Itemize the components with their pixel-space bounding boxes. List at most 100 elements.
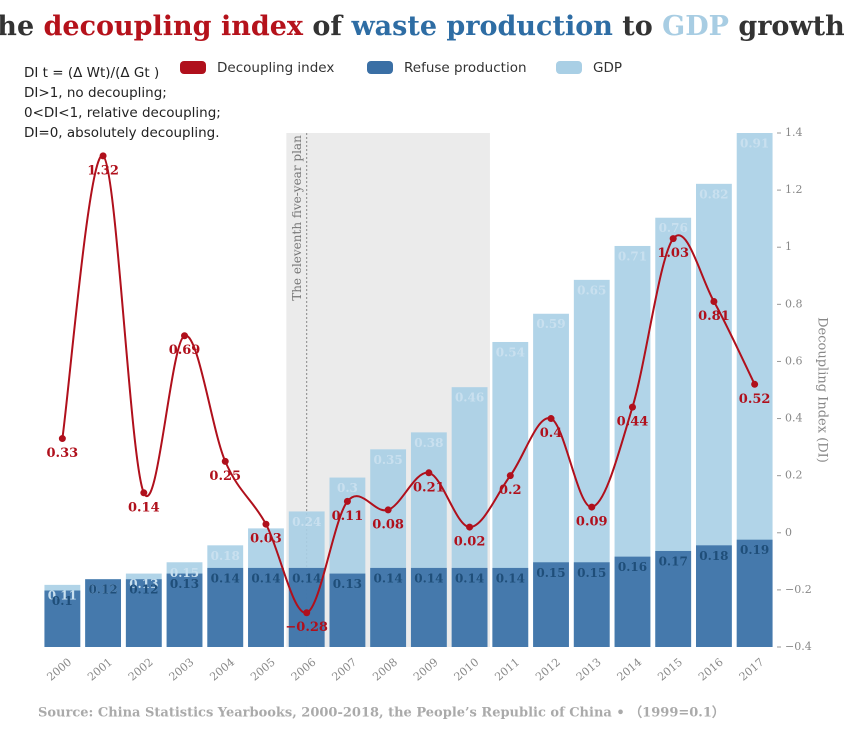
x-tick-label: 2001 [85, 656, 115, 684]
bar-value-label: 0.14 [374, 571, 403, 585]
x-tick-label: 2006 [289, 656, 319, 684]
x-tick-label: 2014 [615, 656, 645, 684]
bar-value-label: 0.65 [577, 283, 606, 297]
y-tick-label: −0.2 [785, 583, 812, 596]
bar-value-label: 0.15 [577, 566, 606, 580]
y-tick-label: 0.4 [785, 412, 803, 425]
bar-value-label: 0.14 [292, 571, 321, 585]
bar [451, 567, 488, 647]
di-value-label: 0.4 [540, 426, 563, 441]
bar-value-label: 0.13 [170, 577, 199, 591]
bar [329, 573, 366, 647]
plan-label: The eleventh five-year plan [290, 135, 304, 301]
di-point [221, 457, 229, 465]
title-part: decoupling index [44, 11, 304, 42]
annotation: 0<DI<1, relative decoupling; [24, 105, 221, 121]
y-tick-label: 0.2 [785, 469, 803, 482]
di-value-label: 0.14 [128, 500, 160, 515]
di-point [466, 523, 474, 531]
bar-value-label: 0.13 [129, 577, 158, 591]
bar-value-label: 0.35 [374, 453, 403, 467]
di-value-label: 0.02 [454, 535, 486, 550]
bar [85, 579, 122, 647]
x-tick-label: 2005 [248, 656, 278, 684]
x-tick-label: 2013 [574, 656, 604, 684]
bar-value-label: 0.12 [129, 583, 158, 597]
y-tick-label: 0.6 [785, 354, 803, 367]
bar-value-label: 0.14 [251, 571, 280, 585]
di-value-label: 0.11 [332, 509, 364, 524]
bar-value-label: 0.11 [48, 588, 77, 602]
y-axis-title: Decoupling Index (DI) [815, 317, 830, 463]
bar [695, 545, 732, 647]
x-tick-label: 2007 [329, 656, 359, 684]
di-point [710, 297, 718, 305]
bar [410, 567, 447, 647]
source: Source: China Statistics Yearbooks, 2000… [38, 705, 725, 721]
bar [125, 579, 162, 647]
y-tick-label: 0 [785, 526, 792, 539]
chart-title: The decoupling index of waste production… [0, 11, 844, 42]
bar-value-label: 0.15 [170, 566, 199, 580]
bar-value-label: 0.14 [211, 571, 240, 585]
y-tick-label: 1.4 [785, 126, 803, 139]
legend-swatch [180, 61, 206, 74]
bar-value-label: 0.17 [659, 554, 688, 568]
bar-value-label: 0.18 [699, 549, 728, 563]
bar [573, 562, 610, 647]
di-point [628, 403, 636, 411]
di-point [140, 489, 148, 497]
di-value-label: 0.21 [413, 480, 445, 495]
bar [288, 567, 325, 647]
di-value-label: 1.03 [657, 246, 689, 261]
di-point [303, 609, 311, 617]
x-tick-label: 2009 [411, 656, 441, 684]
bar [166, 573, 203, 647]
title-part: growth [729, 11, 844, 42]
x-tick-label: 2016 [696, 656, 726, 684]
di-value-label: −0.28 [285, 620, 328, 635]
bar-value-label: 0.38 [414, 436, 443, 450]
title-part: of [303, 11, 351, 42]
bar-value-label: 0.14 [496, 571, 525, 585]
bar [248, 567, 284, 647]
x-tick-label: 2012 [533, 656, 563, 684]
bar-value-label: 0.12 [88, 583, 117, 597]
x-tick-label: 2015 [655, 656, 685, 684]
di-value-label: 0.44 [617, 415, 649, 430]
x-tick-label: 2008 [370, 656, 400, 684]
bar-value-label: 0.16 [618, 560, 647, 574]
di-value-label: 0.33 [47, 446, 79, 461]
title-part: The [0, 11, 44, 42]
di-point [99, 152, 107, 160]
y-tick-label: 0.8 [785, 297, 803, 310]
x-tick-label: 2000 [44, 656, 74, 684]
bar-value-label: 0.14 [414, 571, 443, 585]
di-value-label: 0.09 [576, 515, 608, 530]
bar [207, 567, 244, 647]
bar-value-label: 0.46 [455, 391, 484, 405]
bar-value-label: 0.82 [699, 187, 728, 201]
bar-value-label: 0.54 [496, 345, 525, 359]
bar [492, 567, 529, 647]
x-tick-label: 2017 [737, 656, 767, 684]
annotation: DI=0, absolutely decoupling. [24, 125, 220, 141]
di-point [425, 469, 433, 477]
y-tick-label: 1.2 [785, 183, 803, 196]
annotation: DI t = (Δ Wt)/(Δ Gt ) [24, 65, 159, 81]
bar-value-label: 0.76 [659, 221, 688, 235]
bar-value-label: 0.15 [536, 566, 565, 580]
bar-value-label: 0.24 [292, 515, 321, 529]
bar-value-label: 0.3 [337, 481, 358, 495]
di-value-label: 0.25 [209, 469, 241, 484]
bar-value-label: 0.19 [740, 543, 769, 557]
x-tick-label: 2004 [207, 656, 237, 684]
bar [370, 567, 407, 647]
di-point [751, 380, 759, 388]
di-point [384, 506, 392, 514]
di-value-label: 1.32 [87, 163, 119, 178]
di-point [547, 415, 555, 423]
bar [655, 550, 692, 647]
x-tick-label: 2002 [126, 656, 156, 684]
